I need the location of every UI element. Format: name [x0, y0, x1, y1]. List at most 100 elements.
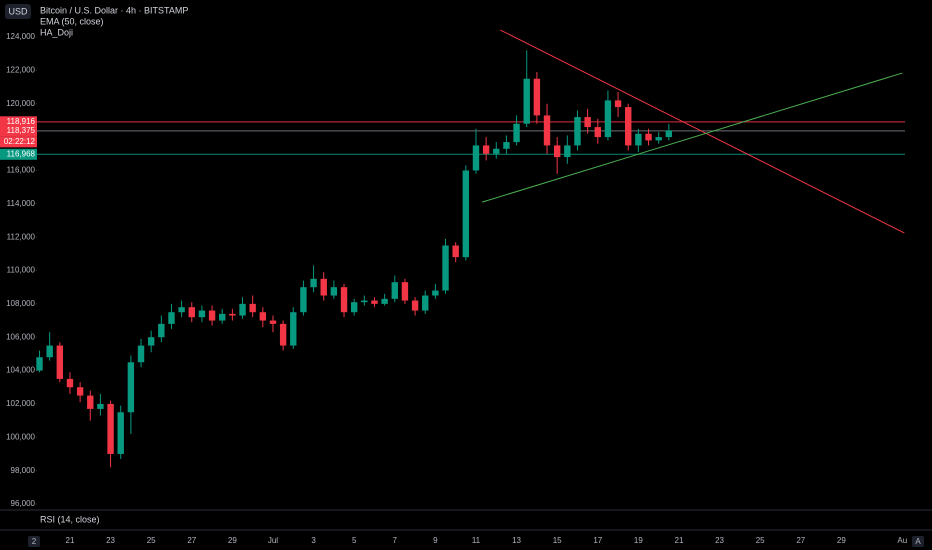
lower-pane-label: RSI (14, close) [40, 514, 100, 524]
candle-body [553, 145, 561, 158]
candle-body [320, 278, 327, 296]
candle-body [310, 278, 317, 288]
y-tick-label: 102,000 [6, 399, 35, 408]
candle-body [452, 245, 459, 258]
x-tick-label: 7 [393, 536, 398, 545]
candle-body [219, 313, 226, 321]
countdown-label: 02:22:12 [4, 137, 36, 146]
candle-body [482, 145, 490, 154]
x-tick-label: 17 [593, 536, 602, 545]
x-tick-label: 25 [147, 536, 156, 545]
candle-body [340, 287, 348, 313]
candle-body [97, 403, 104, 409]
candle-body [442, 245, 449, 291]
candle-body [127, 362, 135, 413]
candle-body [259, 312, 267, 321]
candle-body [269, 320, 277, 324]
candle-body [290, 312, 297, 346]
x-tick-label: 3 [311, 536, 316, 545]
candle-body [513, 123, 520, 143]
candle-body [381, 298, 388, 304]
x-tick-label: 21 [66, 536, 75, 545]
indicator-label: EMA (50, close) [40, 16, 104, 26]
y-tick-label: 112,000 [7, 232, 36, 241]
candle-body [422, 295, 429, 311]
candle-body [198, 310, 206, 318]
x-tick-label: Jul [268, 536, 278, 545]
candle-body [208, 310, 216, 321]
candle-body [330, 287, 338, 296]
price-badge [0, 116, 37, 128]
candle-body [665, 130, 673, 138]
candle-body [655, 137, 662, 141]
toolbar-button-box [912, 536, 924, 547]
candle-body [371, 300, 378, 304]
candle-body [391, 282, 398, 299]
candle-body [76, 387, 84, 396]
y-tick-label: 100,000 [6, 432, 35, 441]
x-tick-label: 25 [756, 536, 765, 545]
candle-body [523, 78, 530, 124]
candle-body [635, 133, 642, 146]
candle-body [625, 107, 632, 146]
y-tick-label: 116,000 [7, 166, 36, 175]
x-tick-label: 5 [352, 536, 357, 545]
candle-body [46, 345, 53, 358]
indicator-label: HA_Doji [40, 27, 73, 37]
candle-body [361, 300, 368, 303]
candle-body [574, 117, 581, 146]
candle-body [614, 100, 622, 108]
candle-body [584, 117, 591, 128]
trend-line [500, 29, 905, 234]
candle-body [137, 345, 145, 363]
countdown-badge [0, 136, 37, 148]
x-tick-label: 15 [553, 536, 562, 545]
candle-body [564, 145, 571, 158]
x-tick-label: 23 [715, 536, 724, 545]
x-tick-label: 29 [228, 536, 237, 545]
price-badge [0, 148, 37, 160]
price-badge-label: 116,968 [7, 149, 36, 158]
candle-body [158, 323, 165, 338]
candle-body [300, 287, 307, 313]
candle-body [107, 403, 114, 454]
candle-body [36, 357, 43, 371]
x-tick-label: 29 [837, 536, 846, 545]
candle-body [432, 290, 439, 296]
toolbar-button[interactable]: A [915, 537, 921, 546]
candle-body [117, 412, 124, 454]
y-tick-label: 96,000 [11, 499, 36, 508]
y-tick-label: 104,000 [6, 366, 35, 375]
x-tick-label: Au [897, 536, 907, 545]
y-tick-label: 106,000 [6, 332, 35, 341]
candle-body [229, 313, 236, 316]
candle-body [462, 170, 470, 258]
candle-body [472, 145, 480, 171]
x-tick-label: 23 [106, 536, 115, 545]
toolbar-button-box [28, 536, 40, 547]
candle-body [543, 115, 551, 146]
x-tick-label: 27 [187, 536, 196, 545]
candle-body [279, 323, 287, 346]
price-badge [0, 125, 37, 137]
y-tick-label: 110,000 [7, 266, 36, 275]
currency-button[interactable]: USD [8, 6, 28, 16]
candle-body [66, 378, 74, 388]
candle-body [239, 303, 246, 316]
candle-body [594, 127, 601, 138]
candle-body [645, 133, 652, 141]
y-tick-label: 114,000 [7, 199, 36, 208]
candle-body [493, 148, 500, 154]
y-tick-label: 98,000 [11, 466, 36, 475]
x-tick-label: 13 [512, 536, 521, 545]
toolbar-button[interactable]: 2 [32, 537, 37, 546]
candle-body [147, 337, 155, 346]
chart-title: Bitcoin / U.S. Dollar · 4h · BITSTAMP [40, 5, 188, 15]
x-tick-label: 27 [796, 536, 805, 545]
y-tick-label: 108,000 [6, 299, 35, 308]
candle-body [411, 300, 419, 311]
candle-body [503, 142, 510, 149]
x-tick-label: 21 [675, 536, 684, 545]
